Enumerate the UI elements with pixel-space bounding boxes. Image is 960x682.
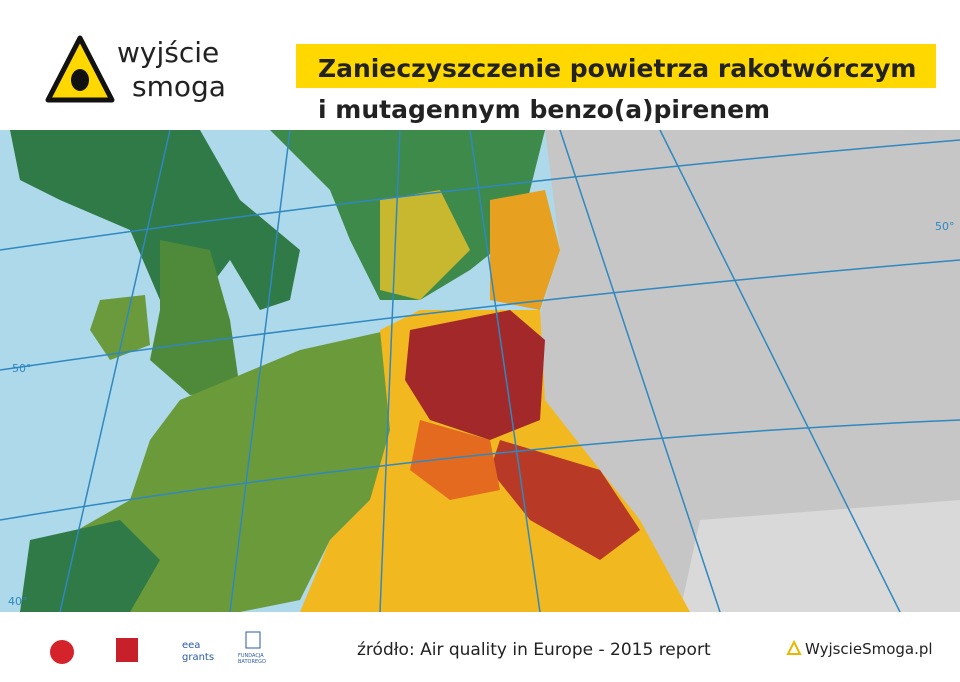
ireland [90, 295, 150, 360]
grid-label: 40° [8, 595, 28, 608]
site: WyjscieSmoga.pl [805, 640, 933, 658]
graticule [0, 129, 960, 613]
czech-slovakia [410, 420, 500, 500]
romania-hungary [490, 440, 640, 560]
land-east [535, 130, 960, 612]
source: źródło: Air quality in Europe - 2015 rep… [357, 640, 711, 660]
site-icon [786, 639, 802, 655]
title: i mutagennym benzo(a)pirenem [318, 95, 770, 124]
logo-text: wyjście [117, 36, 219, 69]
sponsor-text: FUNDACJA [238, 653, 264, 659]
sponsor-logos: eea grants FUNDACJA BATOREGO [50, 631, 266, 665]
logo: wyjście smoga [45, 35, 226, 103]
great-britain [150, 240, 240, 395]
grid-label: 50° [935, 220, 955, 233]
sponsor-text: eea [182, 640, 200, 651]
sponsor-text: BATOREGO [238, 659, 266, 665]
logo-mask [71, 69, 89, 91]
map: 50° 50° 40° [0, 129, 960, 613]
sponsor-text: grants [182, 652, 214, 663]
iberia-north [20, 520, 160, 612]
logo-text: smoga [132, 70, 226, 103]
logo-icon [116, 638, 138, 662]
grid-label: 50° [12, 362, 32, 375]
sweden-south [380, 190, 470, 300]
logo-icon [50, 640, 74, 664]
scandinavia-north [10, 130, 300, 310]
land-east [680, 500, 960, 612]
title-highlight [296, 44, 936, 88]
logo-icon [245, 631, 261, 649]
title: Zanieczyszczenie powietrza rakotwórczym [318, 54, 916, 83]
baltics [490, 190, 560, 310]
